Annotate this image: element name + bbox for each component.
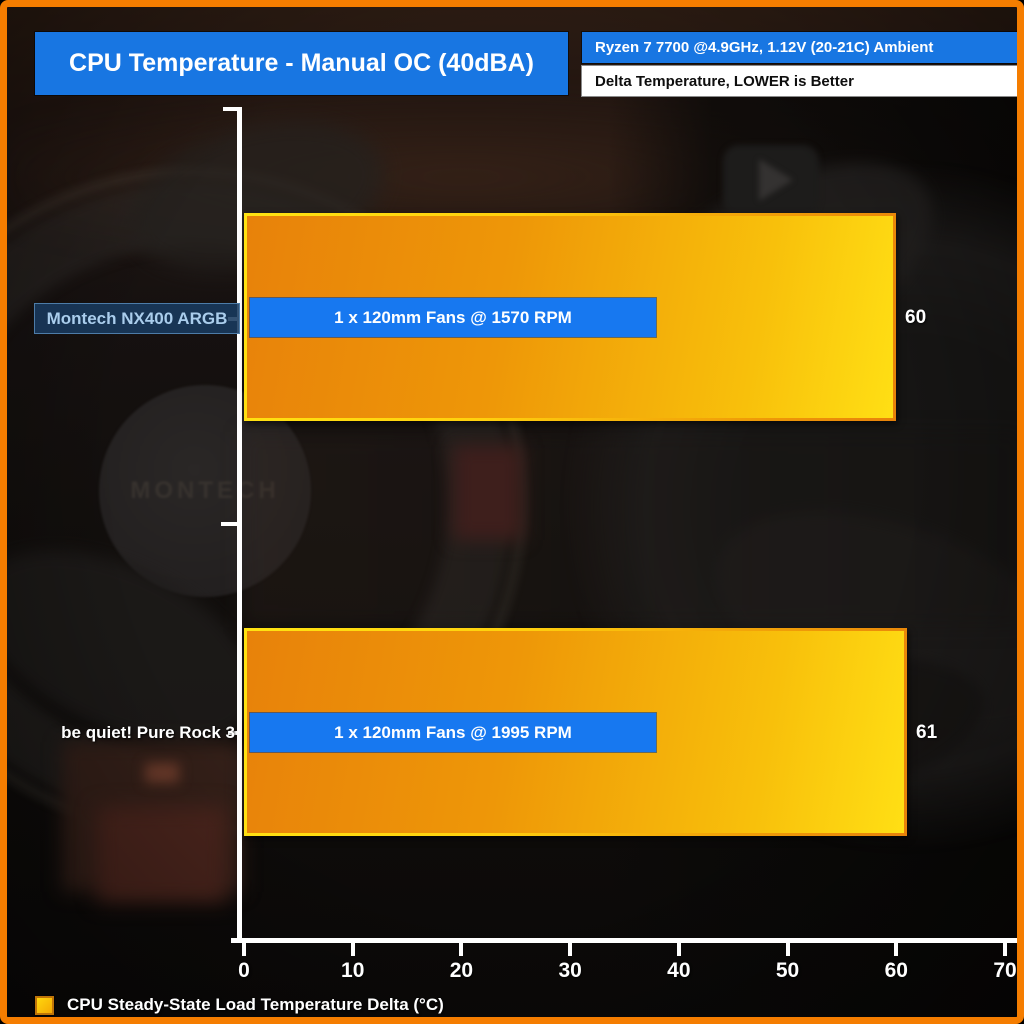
x-axis-line: [231, 938, 1017, 943]
y-axis-tick: [221, 522, 242, 526]
bg-bottom-left-glint: [145, 763, 179, 783]
tick-mark: [1003, 943, 1007, 956]
tick-mark: [350, 943, 355, 956]
tick-label: 40: [667, 959, 691, 982]
play-button-logo: [723, 145, 819, 215]
value-label: 61: [916, 722, 938, 743]
bg-red-accent: [453, 445, 523, 540]
legend: CPU Steady-State Load Temperature Delta …: [35, 993, 444, 1017]
tick-mark: [785, 943, 790, 956]
tick-label: 70: [993, 959, 1017, 982]
bg-desk-band: [242, 432, 1017, 627]
legend-swatch-icon: [35, 995, 54, 1015]
value-label: 60: [905, 307, 927, 328]
lower-is-better-badge: Delta Temperature, LOWER is Better: [582, 66, 1017, 96]
legend-label: CPU Steady-State Load Temperature Delta …: [67, 995, 444, 1014]
bg-vignette: [7, 7, 1017, 1017]
tick-mark: [894, 943, 899, 956]
tick-label: 20: [449, 959, 474, 982]
tick-mark: [242, 943, 246, 956]
play-triangle-icon: [759, 159, 793, 201]
tick-label: 10: [341, 959, 365, 982]
bar-annotation-fan-rpm: 1 x 120mm Fans @ 1995 RPM: [250, 713, 656, 752]
tick-mark: [459, 943, 464, 956]
tick-label: 50: [775, 959, 800, 982]
category-label-bequiet: be quiet! Pure Rock 3: [61, 723, 235, 742]
y-axis-tick: [223, 107, 242, 111]
category-label-montech-highlighted: Montech NX400 ARGB: [34, 303, 240, 334]
tick-mark: [568, 943, 573, 956]
bg-bottom-left-object: [62, 742, 242, 892]
tick-mark: [676, 943, 681, 956]
tick-label: 30: [558, 959, 582, 982]
tick-label: 0: [238, 959, 250, 982]
tick-label: 60: [884, 959, 908, 982]
y-axis-tick: [228, 731, 242, 735]
fan-hub-brand-text: MONTECH: [130, 477, 280, 504]
bar-annotation-fan-rpm: 1 x 120mm Fans @ 1570 RPM: [250, 298, 656, 337]
chart-title: CPU Temperature - Manual OC (40dBA): [35, 32, 568, 95]
bg-bottom-left-object: [97, 807, 227, 902]
test-spec-badge: Ryzen 7 7700 @4.9GHz, 1.12V (20-21C) Amb…: [582, 32, 1017, 63]
